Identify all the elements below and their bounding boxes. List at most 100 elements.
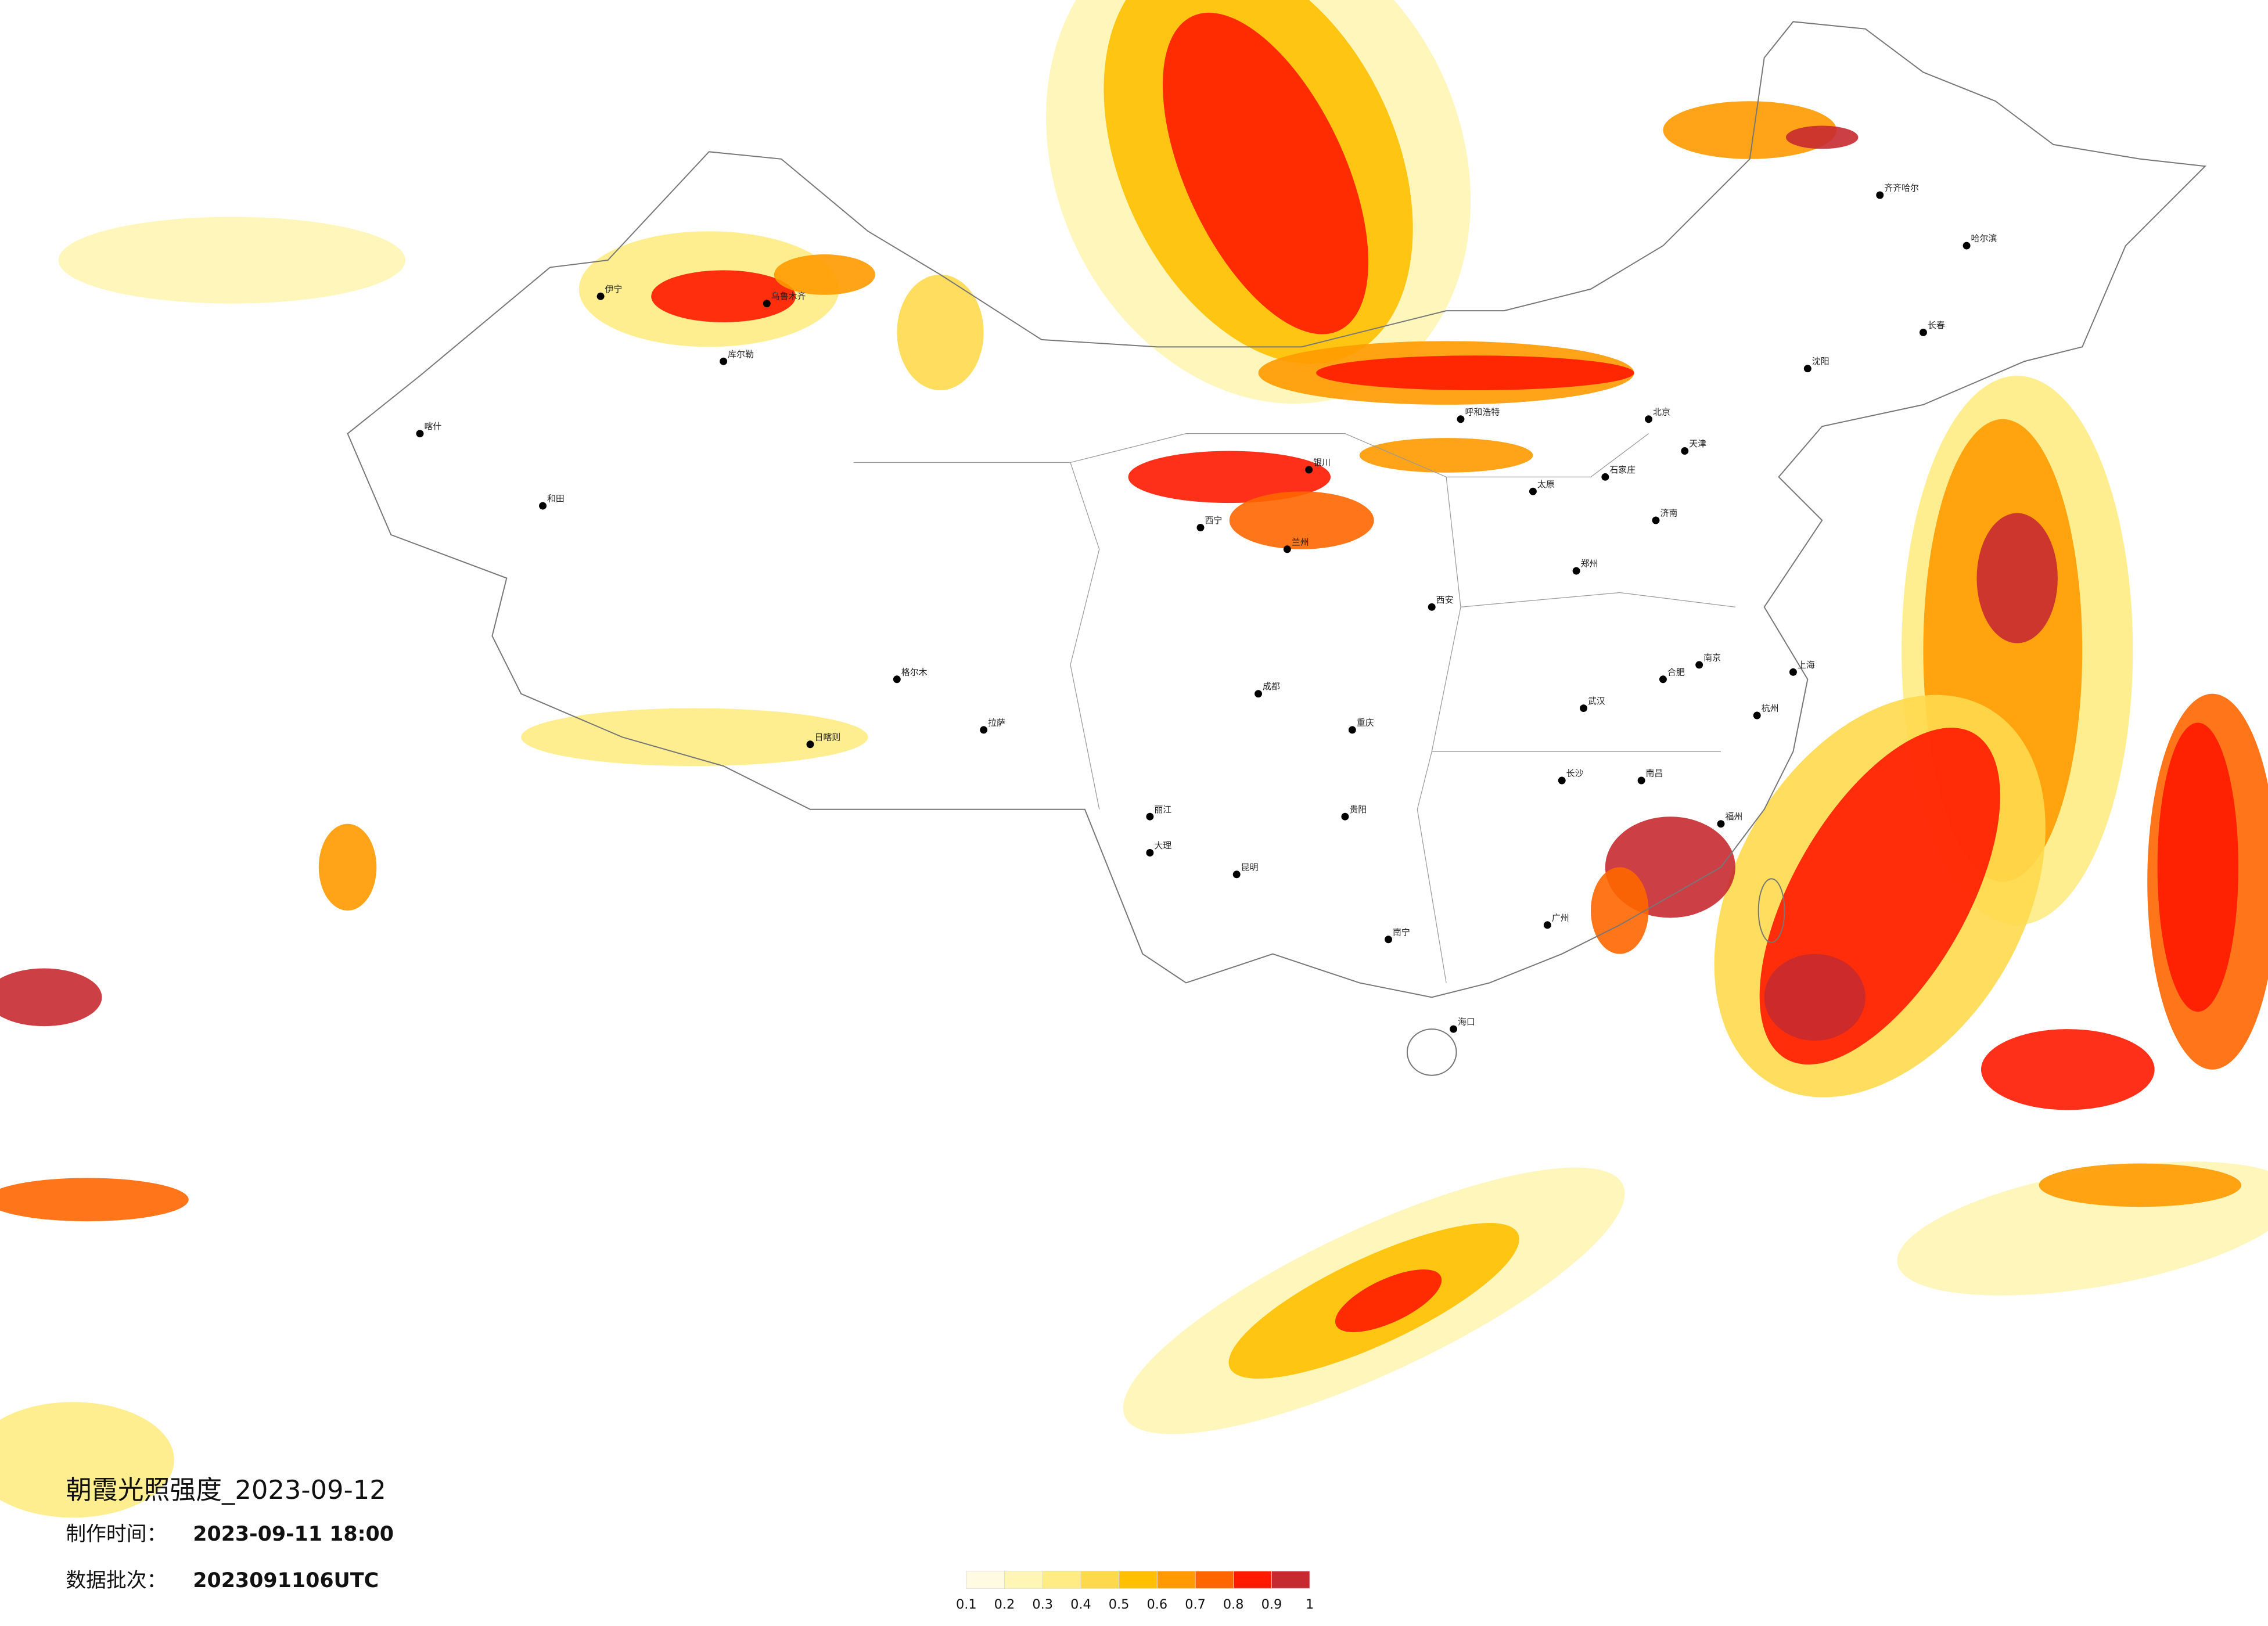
city-dot bbox=[1146, 848, 1154, 857]
heat-area bbox=[1128, 451, 1331, 503]
city-dot bbox=[1695, 661, 1703, 669]
city-dot bbox=[1681, 447, 1689, 455]
city-dot bbox=[1652, 516, 1660, 524]
city-label: 重庆 bbox=[1357, 717, 1374, 728]
city-dot bbox=[1876, 191, 1884, 199]
city-dot bbox=[1645, 415, 1653, 423]
city-dot bbox=[1919, 328, 1927, 336]
made-time-label: 制作时间： bbox=[66, 1523, 167, 1546]
city-dot bbox=[1558, 776, 1566, 785]
city-label: 大理 bbox=[1154, 840, 1171, 851]
legend-swatch bbox=[1080, 1570, 1120, 1589]
legend-swatch bbox=[966, 1570, 1005, 1589]
city-label: 银川 bbox=[1313, 457, 1331, 467]
city-label: 广州 bbox=[1552, 912, 1569, 923]
city-label: 日喀则 bbox=[814, 732, 840, 742]
legend-label: 0.7 bbox=[1185, 1597, 1206, 1612]
city-label: 南宁 bbox=[1393, 927, 1410, 937]
city-dot bbox=[1232, 870, 1241, 879]
city-dot bbox=[1601, 473, 1609, 481]
city-label: 杭州 bbox=[1762, 703, 1779, 714]
province-lines bbox=[853, 433, 1735, 983]
city-dot bbox=[1341, 812, 1349, 821]
city-dot bbox=[1348, 726, 1356, 734]
city-label: 南京 bbox=[1703, 652, 1721, 663]
legend-label: 0.6 bbox=[1147, 1597, 1168, 1612]
city-dot bbox=[1963, 242, 1971, 250]
city-dot bbox=[1529, 487, 1537, 495]
city-dot bbox=[1543, 921, 1551, 929]
city-dot bbox=[1196, 523, 1205, 531]
city-label: 天津 bbox=[1689, 438, 1706, 449]
city-label: 太原 bbox=[1537, 479, 1555, 490]
heat-area bbox=[1976, 513, 2058, 643]
city-dot bbox=[1803, 365, 1811, 373]
city-dot bbox=[1283, 545, 1291, 553]
city-dot bbox=[893, 675, 901, 684]
heat-area bbox=[58, 217, 406, 304]
city-label: 福州 bbox=[1725, 811, 1742, 822]
city-dot bbox=[980, 726, 988, 734]
city-label: 石家庄 bbox=[1609, 465, 1636, 475]
city-dot bbox=[1789, 668, 1797, 676]
city-label: 丽江 bbox=[1154, 804, 1171, 815]
heat-area bbox=[521, 708, 868, 767]
city-label: 哈尔滨 bbox=[1971, 233, 1997, 244]
city-label: 拉萨 bbox=[988, 717, 1005, 728]
heat-area bbox=[1316, 355, 1634, 390]
city-dot bbox=[596, 292, 605, 300]
map-title: 朝霞光照强度_2023-09-12 bbox=[66, 1474, 386, 1505]
city-dot bbox=[1637, 776, 1645, 785]
legend-label: 0.8 bbox=[1223, 1597, 1244, 1612]
heat-area bbox=[0, 968, 102, 1027]
legend-swatch bbox=[1004, 1570, 1043, 1589]
heat-area bbox=[1335, 1269, 1442, 1332]
city-label: 贵阳 bbox=[1349, 804, 1367, 815]
city-label: 武汉 bbox=[1588, 696, 1605, 706]
heat-area bbox=[1981, 1029, 2155, 1110]
city-dot bbox=[1753, 711, 1761, 720]
made-time: 2023-09-11 18:00 bbox=[193, 1523, 394, 1546]
city-dot bbox=[1255, 690, 1263, 698]
city-dot bbox=[1305, 466, 1313, 474]
city-label: 上海 bbox=[1798, 660, 1815, 670]
heat-area bbox=[2157, 722, 2239, 1012]
city-label: 兰州 bbox=[1292, 537, 1309, 547]
heat-area bbox=[0, 1402, 174, 1518]
city-label: 呼和浩特 bbox=[1465, 406, 1500, 417]
legend-label: 0.3 bbox=[1032, 1597, 1053, 1612]
city-label: 南昌 bbox=[1646, 768, 1663, 779]
heat-area bbox=[318, 823, 377, 911]
legend-label: 1 bbox=[1306, 1597, 1314, 1612]
city-label: 北京 bbox=[1653, 406, 1670, 417]
legend-swatch bbox=[1233, 1570, 1272, 1589]
batch-label: 数据批次： bbox=[66, 1569, 167, 1592]
city-label: 伊宁 bbox=[605, 284, 623, 294]
heat-layer bbox=[0, 0, 2268, 1518]
city-dot bbox=[539, 502, 547, 510]
legend-label: 0.9 bbox=[1261, 1597, 1282, 1612]
city-label: 齐齐哈尔 bbox=[1884, 183, 1919, 193]
city-label: 西宁 bbox=[1205, 515, 1222, 526]
city-dot bbox=[1580, 704, 1588, 713]
heat-area bbox=[1663, 101, 1837, 159]
batch: 2023091106UTC bbox=[193, 1569, 379, 1592]
country-outline bbox=[347, 21, 2206, 998]
legend-label: 0.5 bbox=[1109, 1597, 1130, 1612]
heat-area bbox=[651, 270, 796, 323]
heat-area bbox=[0, 1178, 189, 1222]
city-dot bbox=[1659, 675, 1667, 684]
city-dot bbox=[1450, 1025, 1458, 1033]
city-dot bbox=[1385, 936, 1393, 944]
heat-area bbox=[1590, 867, 1649, 954]
city-dot bbox=[1146, 812, 1154, 821]
city-label: 西安 bbox=[1436, 595, 1454, 605]
legend-swatch bbox=[1119, 1570, 1158, 1589]
city-dot bbox=[806, 740, 814, 749]
city-dot bbox=[1572, 567, 1580, 575]
heat-area bbox=[1897, 1161, 2268, 1296]
city-label: 长春 bbox=[1928, 320, 1945, 330]
legend-label: 0.2 bbox=[994, 1597, 1015, 1612]
